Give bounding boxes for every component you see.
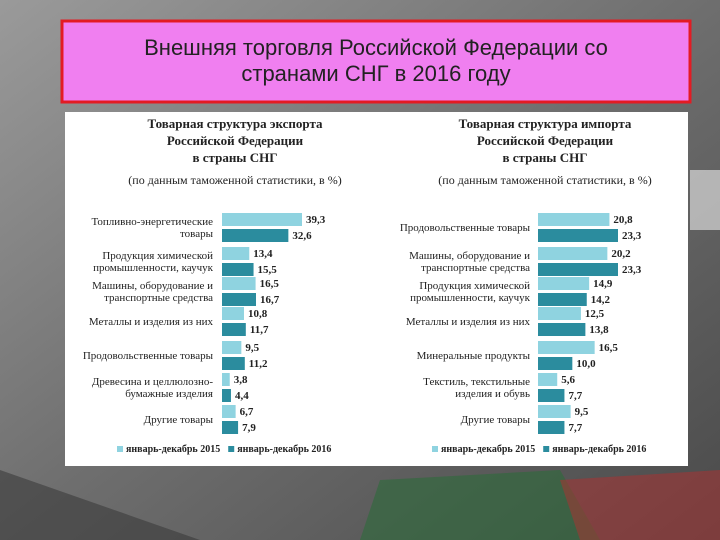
value-label: 39,3 (306, 214, 326, 226)
value-label: 13,4 (253, 248, 273, 260)
bar (222, 263, 254, 276)
legend-swatch (543, 446, 550, 452)
value-label: 16,5 (260, 278, 280, 290)
legend-label: январь-декабрь 2016 (552, 444, 646, 455)
category-label: Продукция химической промышленности, кауч… (410, 280, 531, 304)
bar (222, 307, 244, 320)
bar (538, 247, 608, 260)
value-label: 14,2 (591, 294, 611, 306)
value-label: 15,5 (258, 264, 278, 276)
bar (222, 341, 242, 354)
value-label: 20,2 (611, 248, 631, 260)
value-label: 20,8 (613, 214, 633, 226)
category-label: Продовольственные товары (83, 350, 214, 362)
legend-label: январь-декабрь 2015 (126, 444, 220, 455)
decor (0, 470, 200, 540)
value-label: 3,8 (234, 374, 248, 386)
bar (222, 357, 245, 370)
bar (538, 277, 590, 290)
bar (222, 293, 256, 306)
chart-subtitle: (по данным таможенной статистики, в %) (438, 173, 651, 187)
bar (538, 389, 565, 402)
value-label: 9,5 (575, 406, 589, 418)
bar (222, 373, 230, 386)
chart-title: Товарная структура экспорта Российской Фе… (148, 116, 323, 165)
bar (538, 405, 571, 418)
category-label: Минеральные продукты (417, 350, 531, 362)
chart-title: Товарная структура импорта Российской Фед… (459, 116, 632, 165)
bar (538, 229, 618, 242)
value-label: 13,8 (589, 324, 609, 336)
legend-label: январь-декабрь 2016 (237, 444, 331, 455)
value-label: 10,0 (576, 358, 596, 370)
bar (538, 263, 618, 276)
value-label: 16,7 (260, 294, 280, 306)
title-box (60, 19, 692, 104)
bar (222, 405, 236, 418)
bar (538, 341, 595, 354)
bar (538, 421, 565, 434)
category-label: Металлы и изделия из них (89, 316, 214, 328)
category-label: Другие товары (144, 414, 214, 426)
value-label: 7,9 (242, 422, 256, 434)
bar (538, 293, 587, 306)
legend-swatch (432, 446, 438, 452)
bar (538, 307, 581, 320)
category-label: Текстиль, текстильные изделия и обувь (423, 376, 530, 400)
category-label: Другие товары (461, 414, 531, 426)
value-label: 6,7 (240, 406, 254, 418)
chart-subtitle: (по данным таможенной статистики, в %) (128, 173, 341, 187)
value-label: 10,8 (248, 308, 268, 320)
legend-swatch (228, 446, 235, 452)
value-label: 14,9 (593, 278, 613, 290)
value-label: 7,7 (568, 390, 582, 402)
value-label: 5,6 (561, 374, 575, 386)
value-label: 12,5 (585, 308, 605, 320)
bar (222, 247, 250, 260)
decor (560, 470, 720, 540)
legend-label: январь-декабрь 2015 (441, 444, 535, 455)
value-label: 9,5 (245, 342, 259, 354)
category-label: Машины, оборудование и транспортные средс… (409, 250, 530, 274)
value-label: 11,2 (249, 358, 268, 370)
legend-swatch (117, 446, 123, 452)
decor (360, 470, 600, 540)
category-label: Продукция химической промышленности, кауч… (93, 250, 214, 274)
decor (690, 170, 720, 230)
bar (222, 323, 246, 336)
value-label: 16,5 (599, 342, 619, 354)
bar (222, 277, 256, 290)
bar (538, 323, 586, 336)
bar (538, 373, 558, 386)
bar (538, 357, 573, 370)
value-label: 11,7 (250, 324, 269, 336)
value-label: 23,3 (622, 264, 642, 276)
category-label: Продовольственные товары (400, 222, 531, 234)
bar (222, 421, 239, 434)
category-label: Топливно-энергетические товары (91, 216, 213, 240)
bar (222, 213, 302, 226)
category-label: Металлы и изделия из них (406, 316, 531, 328)
value-label: 32,6 (292, 230, 312, 242)
bar (222, 229, 289, 242)
bar (538, 213, 610, 226)
value-label: 7,7 (568, 422, 582, 434)
value-label: 4,4 (235, 390, 249, 402)
slide-title: Внешняя торговля Российской Федерации со… (144, 35, 608, 86)
category-label: Древесина и целлюлозно-бумажные изделия (92, 376, 214, 400)
value-label: 23,3 (622, 230, 642, 242)
category-label: Машины, оборудование и транспортные средс… (92, 280, 213, 304)
bar (222, 389, 231, 402)
